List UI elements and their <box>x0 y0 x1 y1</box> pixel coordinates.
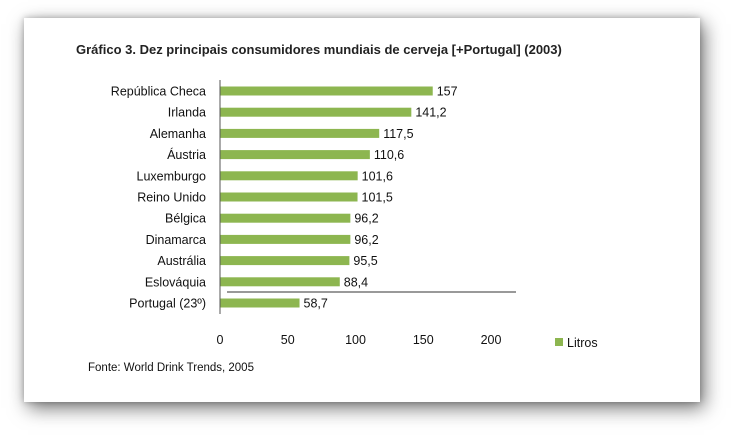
bar <box>220 107 412 117</box>
category-label: Bélgica <box>165 212 206 226</box>
x-tick-label: 50 <box>281 333 295 347</box>
x-axis-ticks: 0 50 100 150 200 <box>217 333 502 347</box>
value-label: 58,7 <box>304 297 328 311</box>
category-label: Eslováquia <box>145 275 206 289</box>
category-label: Luxemburgo <box>137 169 207 183</box>
category-label: Portugal (23º) <box>129 297 206 311</box>
bar <box>220 150 370 160</box>
value-label: 157 <box>437 85 458 99</box>
bar <box>220 234 351 244</box>
value-label: 110,6 <box>374 148 404 162</box>
bar <box>220 256 350 266</box>
value-label: 141,2 <box>415 106 446 120</box>
category-label: Áustria <box>167 147 206 162</box>
category-labels: República Checa Irlanda Alemanha Áustria Lux… <box>111 85 206 311</box>
value-label: 88,4 <box>344 275 368 289</box>
bar <box>220 128 380 138</box>
bar <box>220 192 358 202</box>
category-label: Reino Unido <box>137 191 206 205</box>
category-label: Irlanda <box>168 106 206 120</box>
legend: Litros <box>555 336 598 350</box>
bar <box>220 86 433 96</box>
bar <box>220 277 340 287</box>
value-label: 96,2 <box>354 212 378 226</box>
category-label: República Checa <box>111 85 206 99</box>
x-tick-label: 150 <box>413 333 434 347</box>
source-note: Fonte: World Drink Trends, 2005 <box>88 362 254 374</box>
x-tick-label: 200 <box>481 333 502 347</box>
chart-card <box>24 18 700 402</box>
category-label: Austrália <box>157 254 206 268</box>
chart-title: Gráfico 3. Dez principais consumidores m… <box>76 42 562 57</box>
bars <box>220 86 433 308</box>
value-label: 101,6 <box>362 169 393 183</box>
bar <box>220 213 351 223</box>
legend-label: Litros <box>567 336 598 350</box>
bar <box>220 298 300 308</box>
category-label: Dinamarca <box>146 233 206 247</box>
value-label: 96,2 <box>354 233 378 247</box>
value-label: 101,5 <box>362 191 393 205</box>
x-tick-label: 0 <box>217 333 224 347</box>
category-label: Alemanha <box>150 127 206 141</box>
value-label: 117,5 <box>383 127 413 141</box>
legend-swatch <box>555 338 563 346</box>
value-label: 95,5 <box>353 254 377 268</box>
bar <box>220 171 358 181</box>
x-tick-label: 100 <box>345 333 366 347</box>
